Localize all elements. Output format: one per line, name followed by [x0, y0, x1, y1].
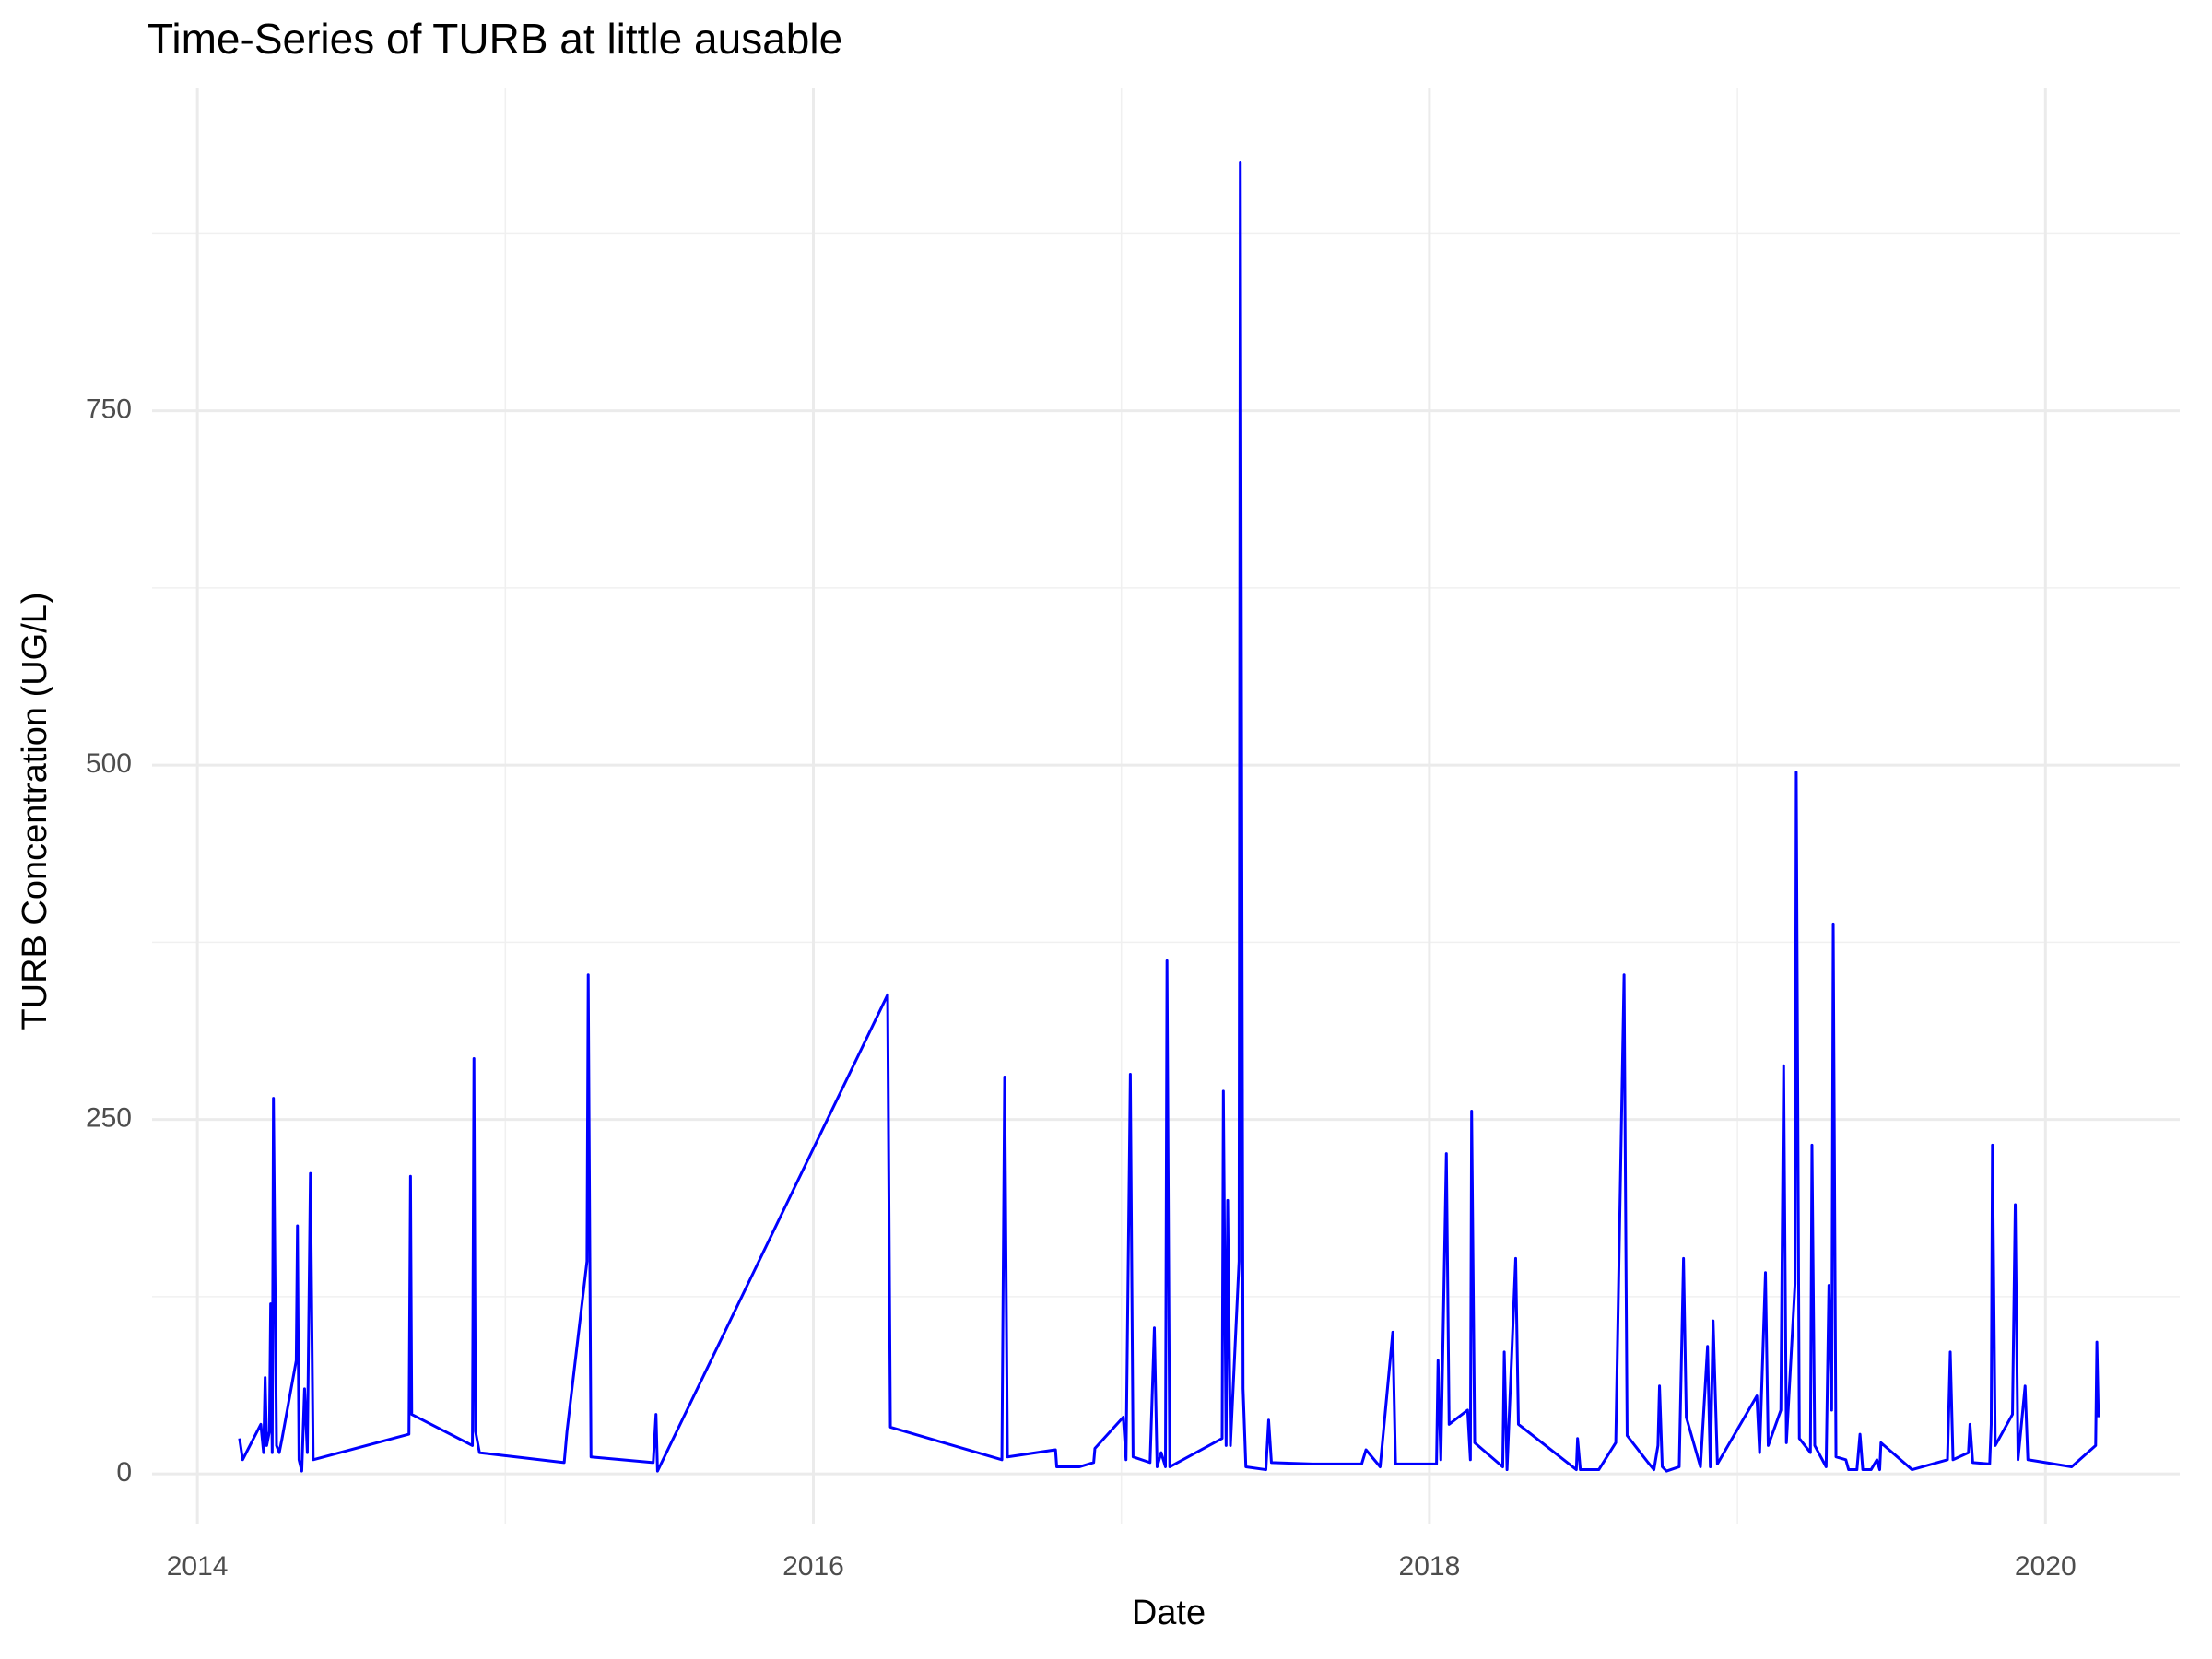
y-axis-title: TURB Concentration (UG/L): [16, 592, 54, 1030]
series-line: [238, 161, 2100, 1473]
x-tick-label: 2018: [1399, 1551, 1461, 1582]
y-tick-label: 0: [116, 1457, 132, 1488]
chart-title: Time-Series of TURB at little ausable: [147, 15, 842, 63]
y-tick-label: 750: [86, 394, 132, 425]
x-tick-label: 2014: [167, 1551, 229, 1582]
ticks: 2014 2016 2018 2020 0 250 500 750: [86, 394, 2077, 1582]
lines: [238, 161, 2100, 1473]
x-tick-label: 2016: [782, 1551, 844, 1582]
x-axis-title: Date: [1132, 1594, 1206, 1632]
x-tick-label: 2020: [2015, 1551, 2077, 1582]
y-tick-label: 250: [86, 1103, 132, 1134]
y-tick-label: 500: [86, 748, 132, 779]
